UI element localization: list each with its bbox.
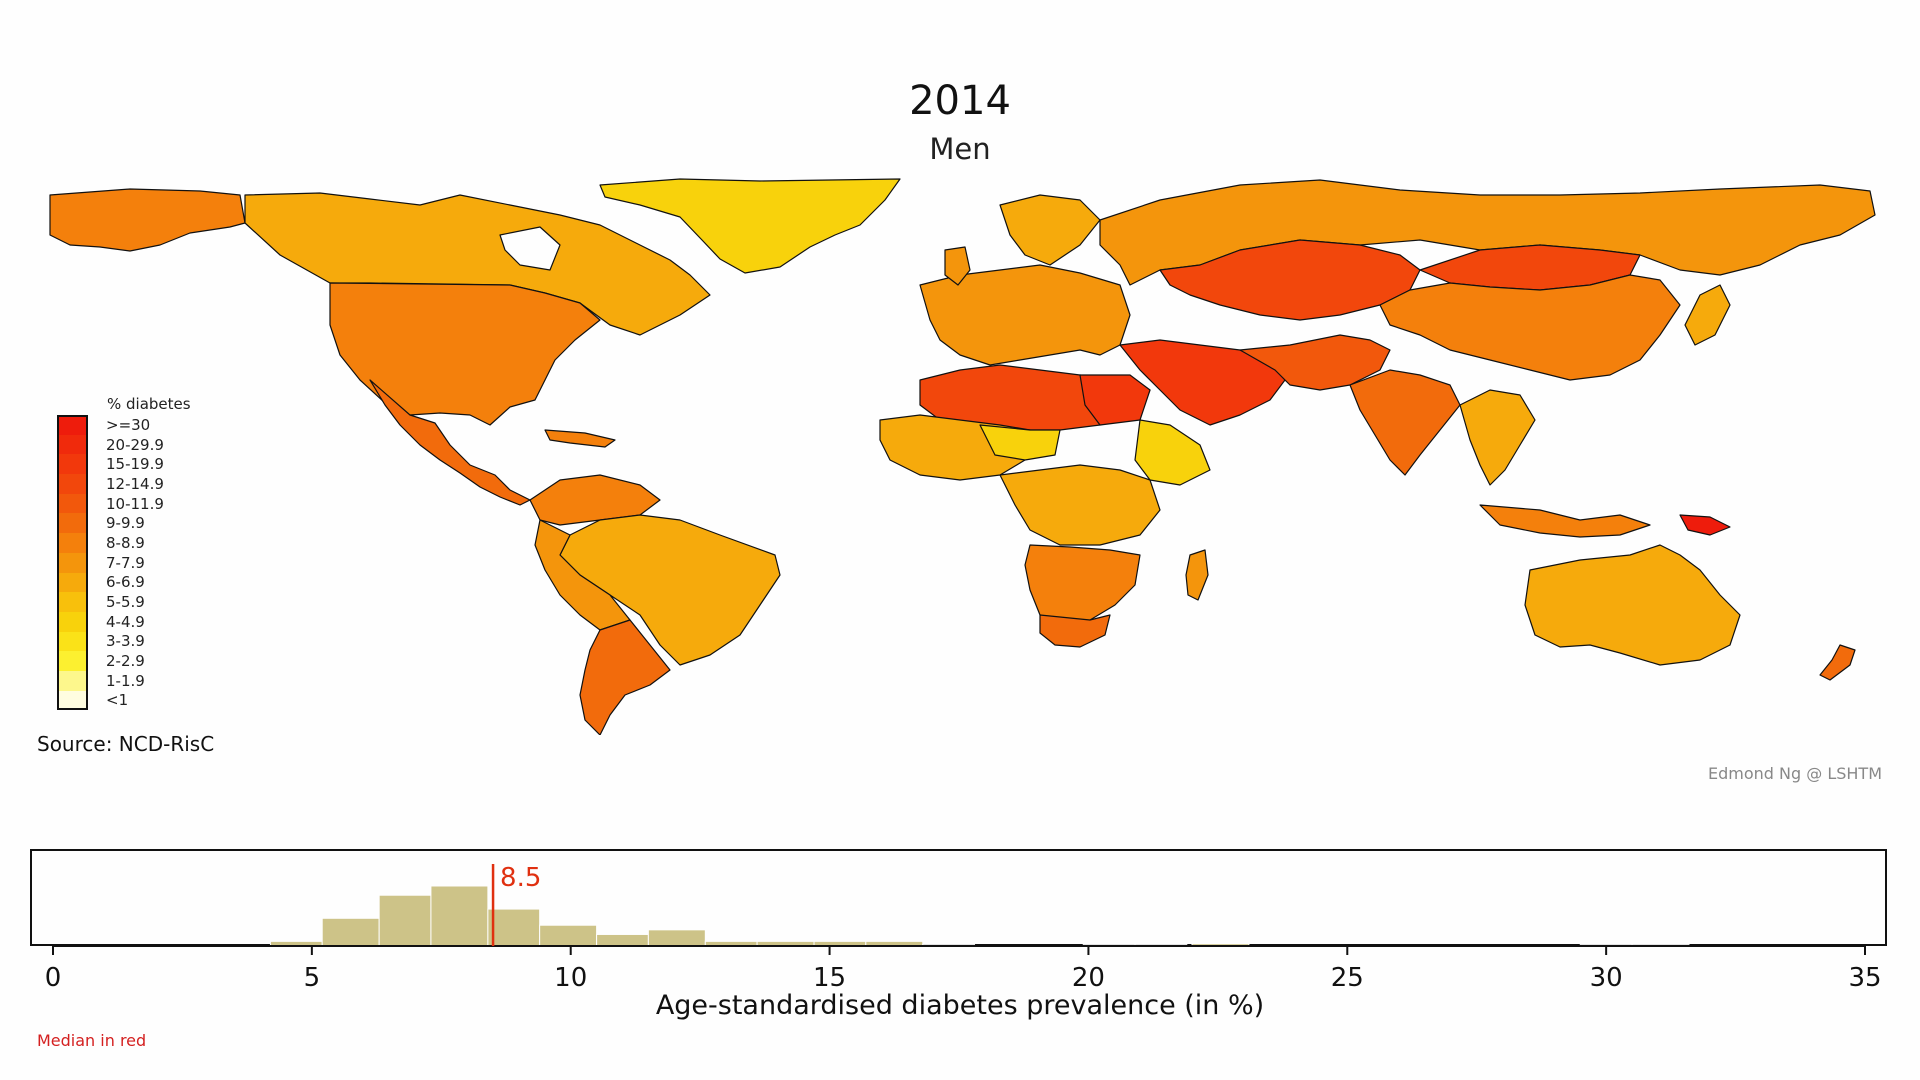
region-sahel [979,424,1061,461]
region-china [1379,274,1681,381]
region-middle-east [1119,339,1286,426]
source-note: Source: NCD-RisC [37,732,215,756]
legend-item: 4-4.9 [57,611,191,632]
x-tick-label: 35 [1848,963,1881,993]
legend-swatch [57,690,88,711]
legend-label: 9-9.9 [106,514,145,533]
legend-label: 6-6.9 [106,573,145,592]
region-mexico [369,379,531,506]
legend-item: 9-9.9 [57,513,191,534]
histogram-bar [647,929,706,947]
legend-label: 2-2.9 [106,652,145,671]
region-east-africa [1134,419,1211,486]
legend-label: 5-5.9 [106,593,145,612]
legend-swatch [57,434,88,455]
region-central-africa [999,464,1161,546]
region-europe [919,264,1131,366]
legend-label: 15-19.9 [106,455,164,474]
histogram-bar [539,924,598,947]
legend-swatch [57,493,88,514]
legend-swatch [57,474,88,494]
legend-label: 8-8.9 [106,533,145,552]
legend-swatch [57,592,88,612]
legend-label: 4-4.9 [106,612,145,631]
x-tick-label: 10 [554,963,587,993]
x-tick-label: 15 [813,963,846,993]
legend-label: >=30 [106,415,151,434]
region-alaska [49,188,246,252]
legend-item: 5-5.9 [57,592,191,612]
legend-label: 1-1.9 [106,671,145,690]
region-colombia-venezuela [529,474,661,526]
legend-label: <1 [106,691,129,710]
region-greenland [599,178,901,274]
histogram-bar [596,933,649,947]
legend-swatch [57,611,88,632]
world-choropleth-map [49,178,1876,735]
legend-item: 2-2.9 [57,651,191,671]
legend-label: 20-29.9 [106,435,164,454]
legend-label: 3-3.9 [106,632,145,651]
region-iran-pakistan [1239,334,1391,391]
region-madagascar [1185,549,1209,601]
legend-item: 20-29.9 [57,434,191,455]
map-subtitle: Men [929,132,991,166]
legend-label: 12-14.9 [106,474,164,493]
region-hudson-bay [499,226,561,271]
histogram-x-label: Age-standardised diabetes prevalence (in… [655,990,1265,1021]
x-tick-label: 5 [304,963,321,993]
region-japan [1684,284,1731,346]
author-credit: Edmond Ng @ LSHTM [1708,764,1882,783]
region-australia [1524,544,1741,666]
legend-swatch [57,533,88,553]
legend-item: >=30 [57,415,191,435]
median-label: 8.5 [500,863,541,893]
legend-rows: >=30 20-29.9 15-19.9 12-14.9 10-11.9 9-9.9 8-8… [57,415,191,711]
legend-item: 10-11.9 [57,493,191,514]
region-scandinavia [999,194,1101,266]
x-tick-label: 30 [1590,963,1623,993]
histogram-bar [378,894,432,947]
legend-label: 7-7.9 [106,553,145,572]
region-uk [944,246,971,286]
map-title: 2014 [909,78,1011,124]
legend-item: 15-19.9 [57,454,191,475]
legend-item: 1-1.9 [57,670,191,691]
legend-item: 12-14.9 [57,474,191,494]
legend-swatch [57,513,88,534]
legend-swatch [57,631,88,652]
region-indonesia [1479,504,1651,538]
histogram-bar [321,917,380,947]
x-tick-label: 0 [45,963,62,993]
region-papua-new-guinea [1679,514,1731,536]
median-note: Median in red [37,1031,147,1050]
region-south-africa [1039,614,1111,648]
region-caribbean [544,429,616,448]
legend-swatch [57,552,88,573]
legend-label: 10-11.9 [106,494,164,513]
region-southern-africa [1024,544,1141,626]
legend-swatch [57,454,88,475]
x-tick-label: 25 [1331,963,1364,993]
map-legend: % diabetes >=30 20-29.9 15-19.9 12-14.9 10-1… [57,395,191,711]
prevalence-histogram: 0 5 10 15 20 25 30 35 8.5 [45,863,1882,993]
x-tick-label: 20 [1072,963,1105,993]
legend-swatch [57,415,88,435]
histogram-bar [430,885,489,947]
legend-item: 3-3.9 [57,631,191,652]
legend-item: 8-8.9 [57,533,191,553]
region-usa [329,282,601,426]
region-new-zealand [1819,644,1856,681]
region-india [1349,369,1461,476]
legend-title: % diabetes [107,395,191,413]
legend-item: 6-6.9 [57,572,191,593]
region-argentina-chile [579,619,671,735]
legend-item: 7-7.9 [57,552,191,573]
histogram-bar [487,908,541,947]
legend-item: <1 [57,690,191,711]
legend-swatch [57,572,88,593]
region-southeast-asia [1459,389,1536,486]
legend-swatch [57,651,88,671]
legend-swatch [57,670,88,691]
